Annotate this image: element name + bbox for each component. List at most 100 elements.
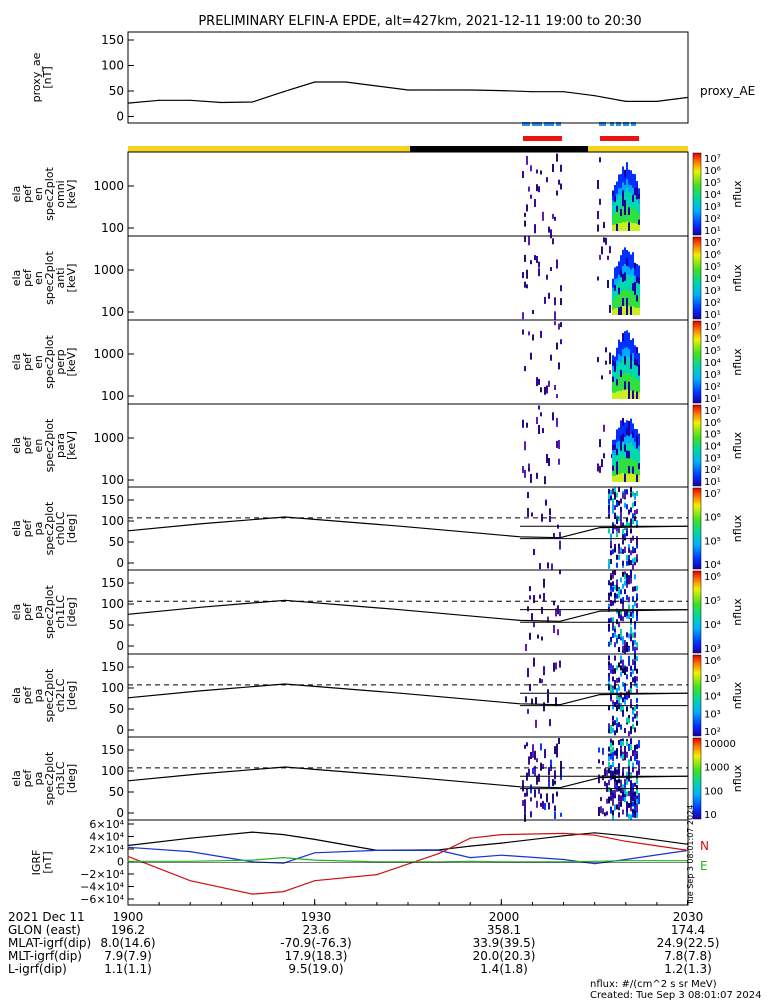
ylabel-line: pef <box>21 268 34 287</box>
colorbar-tick: 10⁷ <box>704 489 721 500</box>
colorbar-tick: 10⁵ <box>704 536 721 547</box>
colorbar-tick: 10³ <box>704 370 721 381</box>
ytick-label: 0 <box>116 806 124 820</box>
colorbar-tick: 10³ <box>704 286 721 297</box>
data-point <box>469 860 471 862</box>
data-point <box>189 851 191 853</box>
ylabel-line: [keV] <box>65 431 78 460</box>
colorbar-strip <box>692 570 702 654</box>
data-point <box>283 834 285 836</box>
eph-label-4: L-igrf(dip) <box>8 962 67 976</box>
colorbar-tick: 10⁵ <box>704 178 721 189</box>
ylabel-line: ela <box>10 270 23 287</box>
ylabel-line: pa <box>32 772 45 786</box>
ytick-label: 100 <box>101 597 124 611</box>
data-point <box>314 880 316 882</box>
colorbar-tick: 10² <box>704 214 721 225</box>
colorbar-tick: 10⁵ <box>704 346 721 357</box>
ytick-label: 100 <box>101 221 124 235</box>
colorbar-tick: 10⁶ <box>704 656 721 667</box>
sci-zone-blue-2 <box>544 122 554 126</box>
data-point <box>687 849 689 852</box>
ylabel-line: spec2plot <box>43 167 56 221</box>
sci-zone-blue-b0 <box>599 122 606 126</box>
data-point <box>687 96 689 98</box>
ytick-label: 50 <box>109 84 124 98</box>
data-point <box>345 81 347 83</box>
colorbar-tick: 10⁶ <box>704 572 721 583</box>
eph-r0-c1: 1930 <box>301 910 332 924</box>
ephemeris-table: 2021 Dec 11 GLON (east) MLAT-igrf(dip) M… <box>8 910 719 976</box>
data-point <box>189 99 191 101</box>
lc-curve <box>127 766 689 789</box>
time-axis <box>127 899 689 905</box>
ylabel-line: [deg] <box>65 514 78 543</box>
eph-label-1: GLON (east) <box>8 923 81 937</box>
ylabel-line: proxy_ae <box>30 52 43 102</box>
ylabel-line: spec2plot <box>43 501 56 555</box>
data-point <box>594 860 596 862</box>
footer-units: nflux: #/(cm^2 s sr MeV) <box>590 979 717 990</box>
eph-r0-c0: 1900 <box>113 910 144 924</box>
colorbar-tick: 10⁴ <box>704 358 721 369</box>
ylabel-line: spec2plot <box>43 585 56 639</box>
sci-zone-blue-b3 <box>623 122 629 126</box>
colorbar-5: 10⁶ 10⁵ 10⁴ 10³ <box>692 570 721 655</box>
eph-r2-c0: 8.0(14.6) <box>100 936 155 950</box>
series-line-2 <box>127 832 689 895</box>
data-point <box>189 880 191 882</box>
spectrogram-en_perp <box>522 321 640 399</box>
eph-r1-c1: 23.6 <box>303 923 330 937</box>
colorbar-tick: 10⁷ <box>704 154 721 165</box>
eph-r1-c0: 196.2 <box>111 923 145 937</box>
sci-zone-red-0 <box>523 136 562 141</box>
ylabel-line: [deg] <box>65 764 78 793</box>
eph-r2-c3: 24.9(22.5) <box>657 936 720 950</box>
ylabel-line: pef <box>21 686 34 705</box>
eph-r0-c3: 2030 <box>673 910 704 924</box>
data-point <box>625 860 627 862</box>
data-point <box>127 844 129 847</box>
data-point <box>594 834 596 836</box>
data-point <box>469 845 471 847</box>
data-point <box>189 837 191 839</box>
colorbars: 10⁷10⁶10⁵10⁴10³10²10¹10⁷10⁶10⁵10⁴10³10²1… <box>692 152 736 821</box>
data-point <box>500 90 502 92</box>
eph-r1-c2: 358.1 <box>487 923 521 937</box>
data-point <box>500 834 502 836</box>
panel-frame-pa_ch0 <box>127 486 689 571</box>
line-chart-IGRF <box>127 831 689 895</box>
pa-spectrogram-pa_ch1 <box>127 570 689 654</box>
ylabel-line: pef <box>21 602 34 621</box>
colorbar-tick: 10⁶ <box>704 513 721 524</box>
panel-frame-en_perp <box>127 319 689 405</box>
lc-curve <box>127 683 689 706</box>
page-title: PRELIMINARY ELFIN-A EPDE, alt=427km, 202… <box>198 14 641 29</box>
ylabel-line: ela <box>10 604 23 621</box>
ytick-label: 150 <box>101 660 124 674</box>
colorbar-tick: 10⁴ <box>704 190 721 201</box>
colorbar-tick: 10⁴ <box>704 560 721 571</box>
ylabel-line: pa <box>32 522 45 536</box>
data-point <box>469 89 471 91</box>
colorbar-tick: 1000 <box>704 763 729 774</box>
colorbar-tick: 10⁵ <box>704 596 721 607</box>
sci-zone-blue-b2 <box>616 122 621 126</box>
ytick-label: 100 <box>101 59 124 73</box>
data-point <box>251 893 253 895</box>
data-point <box>376 849 378 852</box>
data-point <box>127 855 129 858</box>
ytick-label: 0 <box>116 556 124 570</box>
ylabel-line: pef <box>21 769 34 788</box>
data-point <box>251 831 253 833</box>
panel-frame-pa_ch1 <box>127 569 689 655</box>
ytick-label: 0 <box>116 110 124 124</box>
colorbar-label: nflux <box>731 764 744 792</box>
eph-r3-c0: 7.9(7.9) <box>104 949 152 963</box>
colorbar-tick: 10⁴ <box>704 620 721 631</box>
ytick-label: −2×10⁴ <box>80 868 124 881</box>
